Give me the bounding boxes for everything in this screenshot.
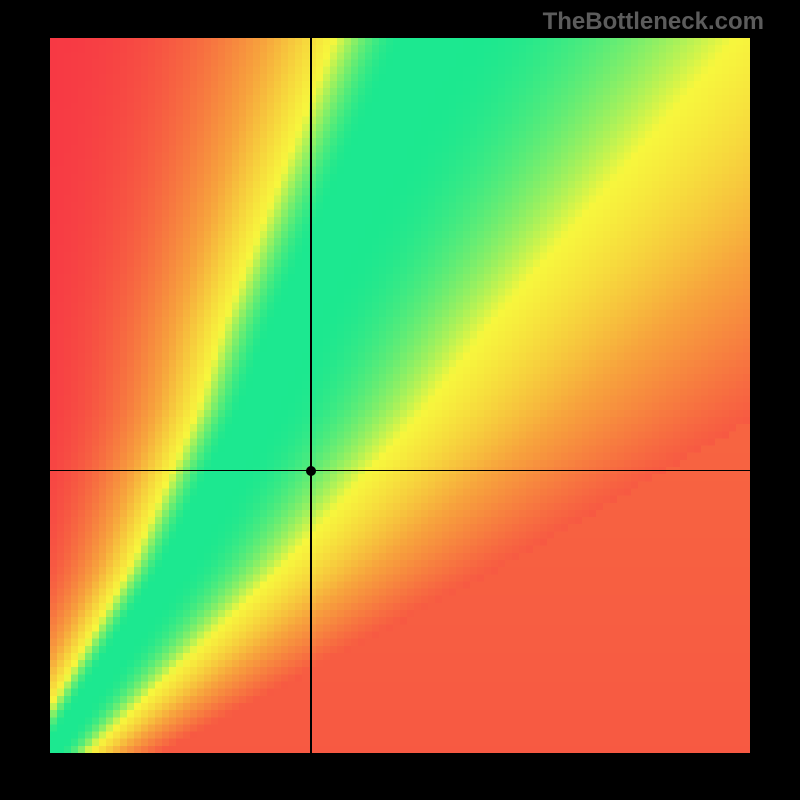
bottleneck-heatmap — [50, 38, 750, 753]
crosshair-marker — [306, 466, 316, 476]
crosshair-vertical — [310, 38, 311, 753]
watermark-text: TheBottleneck.com — [543, 8, 764, 36]
crosshair-horizontal — [50, 470, 750, 471]
